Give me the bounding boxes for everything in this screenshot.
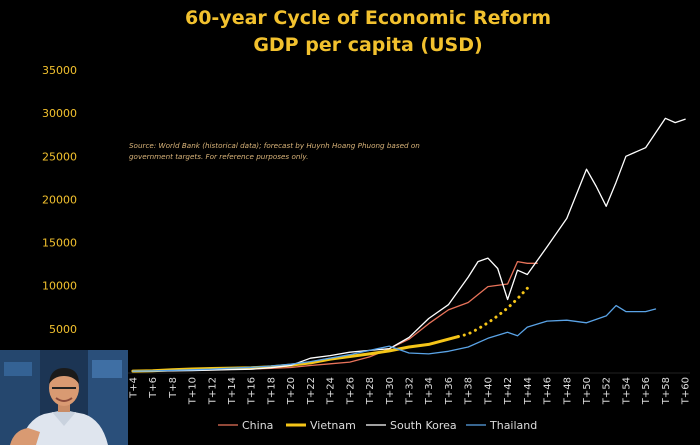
y-tick-label: 30000	[42, 107, 77, 120]
legend-label: Thailand	[489, 419, 537, 432]
legend-label: South Korea	[390, 419, 457, 432]
x-tick-label: T+60	[681, 377, 692, 405]
x-tick-label: T+42	[503, 377, 514, 405]
x-tick-label: T+40	[483, 377, 494, 405]
chart-subtitle: GDP per capita (USD)	[253, 34, 482, 56]
x-tick-label: T+18	[266, 377, 277, 405]
x-tick-label: T+30	[385, 377, 396, 405]
source-note-line-1: Source: World Bank (historical data); fo…	[129, 141, 420, 150]
legend: China Vietnam South Korea Thailand	[218, 419, 537, 432]
x-tick-label: T+14	[227, 377, 238, 405]
x-tick-label: T+38	[464, 377, 475, 405]
x-tick-label: T+48	[562, 377, 573, 405]
x-axis: T+4 T+6 T+8 T+10 T+12 T+14 T+16 T+18 T+20 T+22 T+2…	[128, 372, 692, 405]
x-tick-label: T+20	[286, 377, 297, 405]
x-tick-label: T+34	[424, 377, 435, 405]
x-tick-label: T+58	[661, 377, 672, 405]
x-tick-label: T+56	[641, 377, 652, 405]
presenter-video-thumbnail	[0, 350, 128, 445]
series-line-south-korea	[132, 117, 686, 372]
x-tick-label: T+46	[543, 377, 554, 405]
x-tick-label: T+6	[148, 377, 159, 399]
y-tick-label: 15000	[42, 237, 77, 250]
x-tick-label: T+12	[207, 377, 218, 405]
source-note-line-2: government targets. For reference purpos…	[129, 152, 308, 161]
series-line-thailand	[132, 304, 657, 372]
y-axis: 5000 10000 15000 20000 25000 30000 35000	[42, 64, 77, 336]
y-tick-label: 5000	[49, 323, 77, 336]
x-tick-label: T+22	[306, 377, 317, 405]
y-tick-label: 35000	[42, 64, 77, 77]
x-tick-label: T+8	[168, 377, 179, 399]
series-line-vietnam	[131, 335, 460, 373]
x-tick-label: T+26	[345, 377, 356, 405]
x-tick-label: T+50	[582, 377, 593, 405]
legend-label: China	[242, 419, 273, 432]
y-tick-label: 25000	[42, 150, 77, 163]
series-layer	[131, 117, 686, 373]
x-tick-label: T+4	[128, 377, 139, 399]
x-tick-label: T+10	[188, 377, 199, 405]
x-tick-label: T+54	[621, 377, 632, 405]
presenter-image-icon	[0, 350, 128, 445]
x-tick-label: T+36	[444, 377, 455, 405]
x-tick-label: T+28	[365, 377, 376, 405]
x-tick-label: T+24	[326, 377, 337, 405]
x-tick-label: T+32	[405, 377, 416, 405]
y-tick-label: 10000	[42, 280, 77, 293]
x-tick-label: T+44	[523, 377, 534, 405]
series-line-vietnam-forecast	[456, 286, 529, 339]
chart-title: 60-year Cycle of Economic Reform	[185, 7, 551, 29]
x-tick-label: T+52	[602, 377, 613, 405]
legend-label: Vietnam	[310, 419, 356, 432]
x-tick-label: T+16	[247, 377, 258, 405]
y-tick-label: 20000	[42, 193, 77, 206]
